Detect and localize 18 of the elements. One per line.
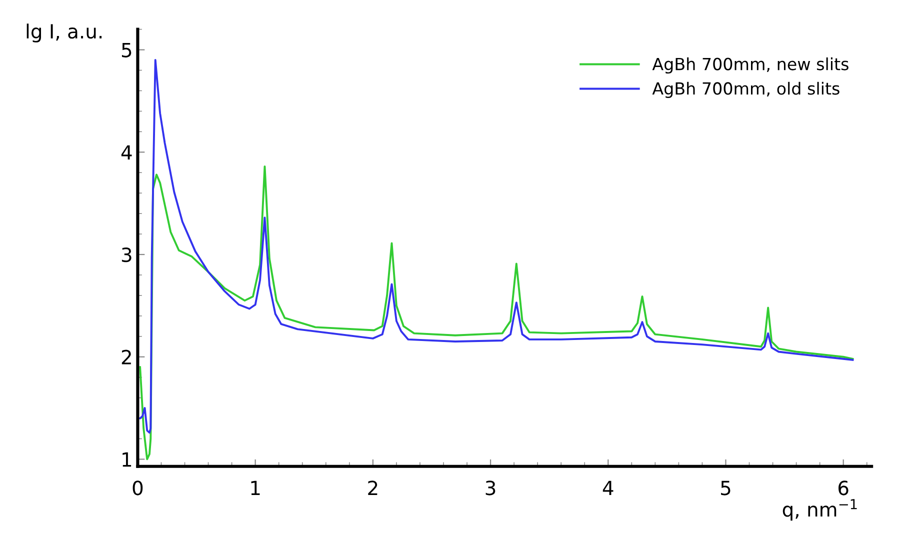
y-tick-label: 4 bbox=[121, 145, 132, 160]
x-tick-label: 5 bbox=[721, 480, 730, 496]
y-tick-label: 3 bbox=[122, 247, 132, 262]
x-tick-label: 2 bbox=[368, 480, 378, 496]
y-tick-label: 5 bbox=[122, 42, 132, 58]
x-tick-label: 0 bbox=[132, 480, 143, 496]
x-axis-title: q, nm$^{−1}$ bbox=[782, 499, 857, 521]
y-tick-label: 1 bbox=[122, 452, 132, 467]
x-tick-label: 4 bbox=[602, 480, 614, 496]
y-tick-label: 2 bbox=[122, 350, 131, 364]
x-tick-label: 6 bbox=[838, 480, 848, 496]
line-series bbox=[139, 165, 854, 460]
y-axis-title: lg I, a.u. bbox=[26, 24, 102, 42]
x-tick-label: 1 bbox=[251, 480, 260, 496]
line-series bbox=[139, 59, 854, 434]
legend-label: AgBh 700mm, old slits bbox=[652, 82, 840, 98]
legend-label: AgBh 700mm, new slits bbox=[652, 57, 848, 74]
x-tick-label: 3 bbox=[486, 480, 496, 496]
